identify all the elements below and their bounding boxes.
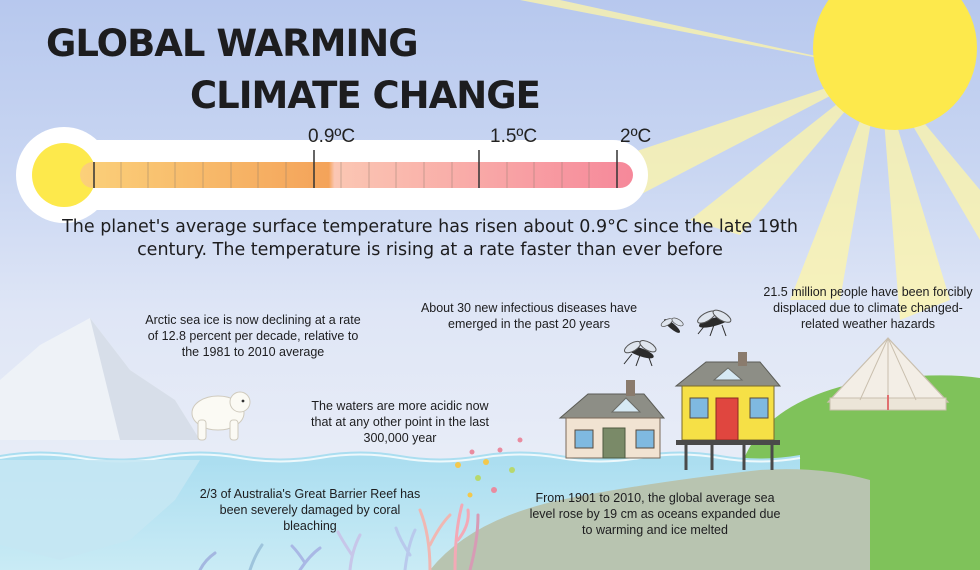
iceberg-icon [0, 318, 200, 440]
iceberg-underwater [0, 460, 200, 560]
mosquito-icon [623, 309, 732, 367]
coral-reef-icon [198, 503, 480, 570]
bubbles [455, 437, 523, 498]
title-line-2: CLIMATE CHANGE [190, 74, 541, 117]
thermo-mark-0-9: 0.9ºC [308, 126, 356, 147]
gray-hill [430, 469, 870, 570]
house-stilts-icon [674, 352, 782, 470]
fact-sea-level: From 1901 to 2010, the global average se… [529, 491, 781, 537]
thermo-mark-1-5: 1.5ºC [490, 126, 538, 147]
thermo-mark-2: 2ºC [620, 126, 652, 147]
polar-bear-icon [191, 391, 251, 441]
title-line-1: GLOBAL WARMING [46, 22, 419, 65]
fact-arctic: Arctic sea ice is now declining at a rat… [145, 313, 361, 359]
fact-reef: 2/3 of Australia's Great Barrier Reef ha… [199, 487, 421, 533]
intro-text: The planet's average surface temperature… [62, 217, 798, 260]
fact-diseases: About 30 new infectious diseases have em… [420, 301, 638, 331]
sun-rays [520, 0, 980, 320]
fact-acidic: The waters are more acidic now that at a… [311, 399, 489, 445]
sun-icon [813, 0, 977, 130]
fact-displaced: 21.5 million people have been forcibly d… [763, 285, 973, 331]
house-small-icon [558, 380, 666, 459]
thermometer-icon [16, 127, 648, 223]
tent-icon [826, 337, 950, 411]
